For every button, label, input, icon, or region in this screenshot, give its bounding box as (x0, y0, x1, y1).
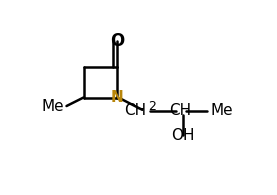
Text: 2: 2 (148, 99, 156, 113)
Text: CH: CH (169, 103, 191, 118)
Text: Me: Me (211, 103, 233, 118)
Text: N: N (110, 90, 123, 105)
Text: OH: OH (171, 128, 195, 143)
Text: Me: Me (41, 99, 64, 114)
Text: O: O (111, 32, 125, 50)
Text: CH: CH (124, 103, 146, 118)
